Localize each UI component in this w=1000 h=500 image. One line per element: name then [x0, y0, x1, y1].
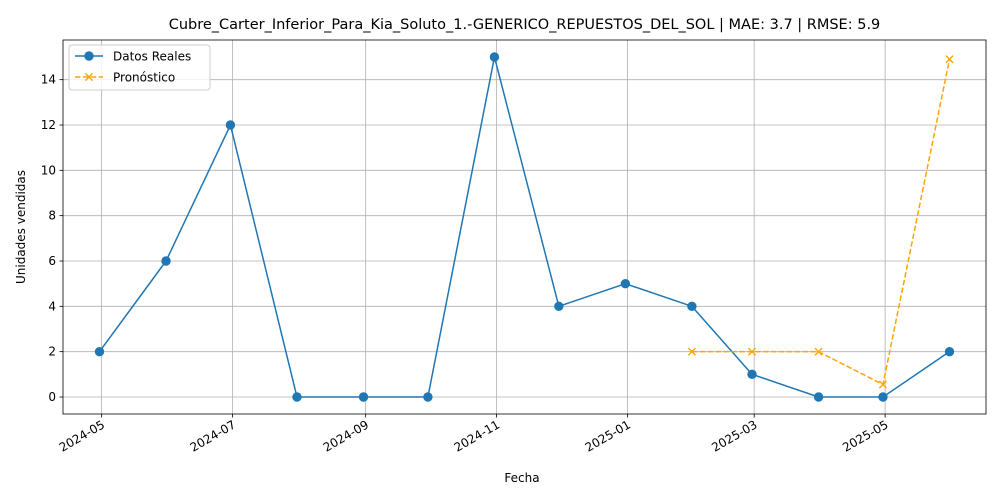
y-tick-label: 0 [48, 390, 56, 404]
plot-frame [62, 39, 987, 415]
data-point [225, 120, 236, 130]
y-tick-label: 10 [41, 163, 56, 177]
data-point [489, 52, 500, 62]
forecast-point [945, 55, 954, 64]
data-point [944, 346, 955, 357]
y-tick-label: 14 [41, 73, 56, 87]
legend-marker-1 [84, 72, 94, 82]
x-axis-label: Fecha [504, 471, 539, 485]
x-marker-stroke [878, 380, 888, 389]
series-line-0 [98, 56, 950, 398]
data-point [292, 392, 302, 402]
data-point [554, 301, 564, 312]
x-marker-stroke [945, 55, 954, 64]
legend-marker-0 [84, 51, 94, 61]
data-point [423, 392, 433, 402]
y-tick-label: 2 [48, 345, 56, 359]
series-lines [94, 52, 955, 402]
data-point [161, 256, 171, 266]
y-tick-label: 8 [48, 209, 56, 223]
forecast-point [814, 347, 823, 356]
x-marker-stroke [814, 347, 823, 356]
y-tick-label: 6 [48, 254, 56, 268]
y-axis-label: Unidades vendidas [14, 170, 28, 284]
forecast-point [747, 347, 757, 356]
legend-box [68, 44, 211, 91]
data-point [358, 392, 369, 402]
chart-title: Cubre_Carter_Inferior_Para_Kia_Soluto_1.… [169, 17, 881, 33]
data-point [620, 278, 631, 289]
grid-lines [63, 40, 986, 414]
data-point [687, 301, 697, 312]
data-point [94, 346, 105, 357]
y-tick-label: 12 [41, 118, 56, 132]
y-tick-label: 4 [48, 299, 56, 313]
data-point [878, 392, 888, 402]
data-point [813, 392, 824, 402]
legend-label-1: Pronóstico [113, 71, 175, 85]
x-marker-stroke [687, 347, 697, 356]
x-marker-stroke [84, 72, 94, 82]
data-point [747, 369, 757, 380]
legend-label-0: Datos Reales [113, 50, 191, 64]
x-marker-stroke [747, 347, 757, 356]
legend: Datos Reales Pronóstico [68, 44, 211, 91]
forecast-point [878, 380, 888, 389]
forecast-point [687, 347, 697, 356]
